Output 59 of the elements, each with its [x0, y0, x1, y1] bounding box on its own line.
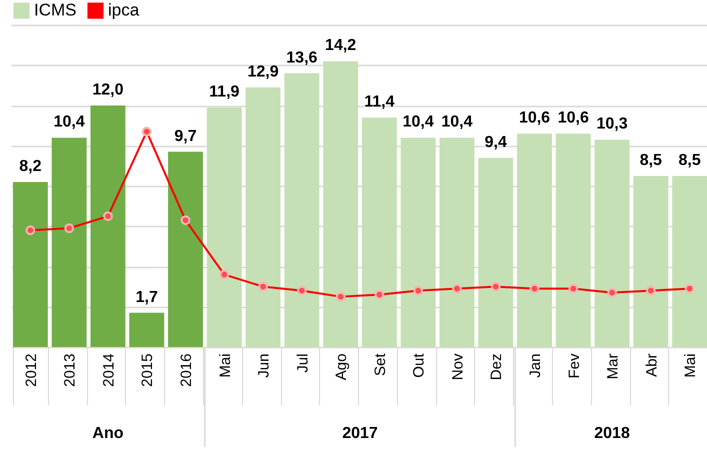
bar	[246, 87, 281, 347]
x-tick-label: Set	[372, 352, 389, 376]
bar	[323, 61, 358, 347]
bar	[556, 134, 591, 347]
x-tick-label: Mai	[216, 354, 234, 378]
bar	[633, 176, 668, 347]
x-tick-label: Out	[410, 352, 428, 378]
data-label: 10,6	[518, 110, 550, 127]
data-label: 10,4	[441, 114, 473, 131]
data-label: 12,0	[92, 82, 124, 98]
data-label: 10,4	[54, 114, 85, 131]
legend-label: ICMS	[34, 0, 76, 20]
x-tick-label: 2014	[100, 354, 118, 387]
text: Ano	[92, 425, 124, 442]
data-label: 10,3	[596, 116, 628, 133]
x-tick-label: 2016	[178, 354, 195, 387]
data-label: 11,4	[364, 94, 395, 111]
data-label: 1,7	[136, 288, 158, 306]
x-tick-label: 2012	[22, 354, 40, 387]
bar	[12, 182, 48, 347]
bar	[439, 138, 474, 347]
bar	[90, 106, 126, 347]
bar	[206, 108, 242, 347]
data-label: 8,2	[19, 158, 42, 175]
data-label: 11,9	[209, 84, 240, 101]
bar	[129, 312, 164, 347]
bar	[672, 176, 707, 347]
data-label: 12,9	[247, 63, 279, 80]
data-label: 14,2	[325, 37, 356, 54]
data-label: 10,6	[558, 110, 589, 127]
bar	[517, 134, 552, 347]
bar	[400, 138, 436, 347]
x-tick-label: 2015	[139, 354, 156, 387]
data-label: 9,7	[174, 128, 197, 145]
text: 2018	[594, 425, 630, 442]
x-tick-label: 2013	[62, 354, 79, 387]
x-tick-label: Mar	[604, 354, 622, 380]
data-label: 10,4	[402, 114, 434, 131]
x-tick-label: Abr	[643, 353, 660, 377]
bar	[594, 140, 630, 347]
data-label: 8,5	[640, 152, 662, 169]
data-label: 9,4	[484, 134, 507, 151]
x-tick-label: Fev	[566, 353, 583, 379]
x-tick-label: Jul	[294, 354, 312, 373]
x-tick-label: Nov	[449, 353, 466, 380]
bar	[284, 73, 320, 347]
text: 2017	[342, 425, 378, 442]
bar	[362, 118, 397, 347]
x-tick-label: Mai	[682, 354, 700, 378]
data-label: 8,5	[678, 152, 701, 169]
bar	[168, 152, 203, 347]
legend-label: ipca	[108, 0, 140, 20]
x-tick-label: Dez	[488, 354, 506, 380]
bar	[52, 138, 87, 347]
x-tick-label: Jan	[527, 354, 544, 378]
bar	[478, 158, 514, 347]
x-tick-label: Ago	[333, 354, 350, 380]
x-tick-label: Jun	[256, 354, 273, 378]
data-label: 13,6	[286, 49, 318, 66]
